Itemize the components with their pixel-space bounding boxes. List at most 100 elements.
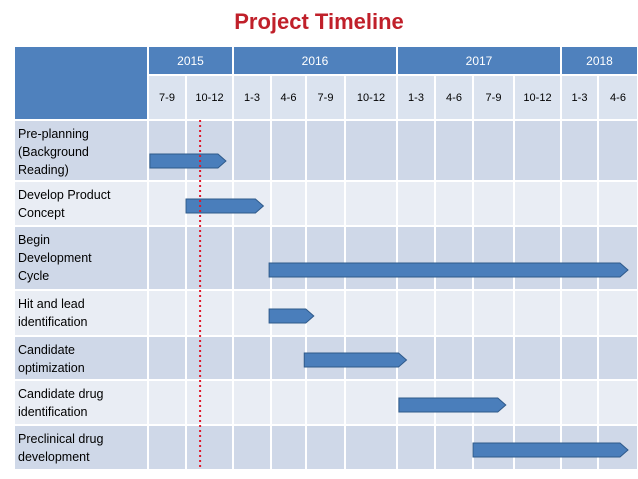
task-label-cell: Develop Product Concept bbox=[14, 181, 148, 226]
timeline-cell bbox=[186, 336, 233, 380]
timeline-cell bbox=[561, 380, 598, 425]
quarter-header: 4-6 bbox=[271, 75, 306, 120]
quarter-header: 4-6 bbox=[435, 75, 473, 120]
timeline-cell bbox=[186, 380, 233, 425]
task-bar bbox=[303, 352, 408, 368]
timeline-cell bbox=[233, 336, 271, 380]
timeline-cell bbox=[271, 226, 306, 290]
task-label-line: optimization bbox=[18, 361, 85, 375]
timeline-cell bbox=[306, 120, 345, 181]
task-label-line: Pre-planning bbox=[18, 127, 89, 141]
task-bar bbox=[268, 308, 315, 324]
header-corner bbox=[14, 46, 148, 120]
timeline-cell bbox=[598, 120, 638, 181]
timeline-cell bbox=[233, 120, 271, 181]
quarter-label: 10-12 bbox=[356, 91, 386, 104]
task-bar bbox=[398, 397, 507, 413]
quarter-label: 10-12 bbox=[195, 91, 224, 104]
timeline-cell bbox=[397, 290, 435, 336]
task-label-line: identification bbox=[18, 315, 88, 329]
timeline-cell bbox=[514, 181, 561, 226]
timeline-cell bbox=[514, 120, 561, 181]
year-label: 2018 bbox=[586, 53, 613, 68]
quarter-label: 1-3 bbox=[244, 91, 260, 104]
task-label-line: Develop Product bbox=[18, 188, 111, 202]
quarter-label: 7-9 bbox=[317, 91, 334, 104]
year-label: 2017 bbox=[465, 53, 493, 68]
task-label-line: Begin bbox=[18, 233, 50, 247]
chart-title: Project Timeline bbox=[234, 9, 404, 34]
year-header: 2015 bbox=[148, 46, 233, 75]
timeline-cell bbox=[271, 380, 306, 425]
quarter-header: 1-3 bbox=[397, 75, 435, 120]
timeline-cell bbox=[186, 226, 233, 290]
timeline-cell bbox=[561, 120, 598, 181]
timeline-cell bbox=[148, 120, 186, 181]
quarter-label: 10-12 bbox=[523, 91, 552, 104]
timeline-cell bbox=[306, 226, 345, 290]
quarter-header: 10-12 bbox=[514, 75, 561, 120]
timeline-cell bbox=[598, 380, 638, 425]
quarter-header: 1-3 bbox=[561, 75, 598, 120]
timeline-cell bbox=[473, 181, 514, 226]
timeline-cell bbox=[271, 425, 306, 470]
year-label: 2016 bbox=[301, 53, 329, 68]
year-label: 2015 bbox=[177, 53, 204, 68]
timeline-cell bbox=[561, 290, 598, 336]
timeline-cell bbox=[397, 181, 435, 226]
task-label-cell: Preclinical drug development bbox=[14, 425, 148, 470]
task-label-cell: Candidate drug identification bbox=[14, 380, 148, 425]
quarter-header: 4-6 bbox=[598, 75, 638, 120]
timeline-cell bbox=[148, 290, 186, 336]
timeline-cell bbox=[345, 120, 397, 181]
task-label-line: Development bbox=[18, 251, 92, 265]
timeline-cell bbox=[233, 380, 271, 425]
timeline-cell bbox=[397, 226, 435, 290]
quarter-label: 4-6 bbox=[280, 91, 297, 104]
timeline-cell bbox=[345, 181, 397, 226]
timeline-cell bbox=[435, 290, 473, 336]
quarter-label: 7-9 bbox=[485, 91, 502, 104]
task-label-cell: Hit and lead identification bbox=[14, 290, 148, 336]
task-label-line: Hit and lead bbox=[18, 297, 85, 311]
timeline-cell bbox=[148, 380, 186, 425]
timeline-cell bbox=[397, 120, 435, 181]
timeline-cell bbox=[345, 380, 397, 425]
timeline-cell bbox=[306, 181, 345, 226]
task-label-line: Concept bbox=[18, 206, 65, 220]
quarter-label: 4-6 bbox=[446, 91, 462, 104]
timeline-cell bbox=[435, 120, 473, 181]
task-label-line: identification bbox=[18, 405, 88, 419]
timeline-cell bbox=[148, 425, 186, 470]
task-label-cell: Candidate optimization bbox=[14, 336, 148, 380]
timeline-cell bbox=[306, 290, 345, 336]
timeline-cell bbox=[271, 120, 306, 181]
timeline-cell bbox=[186, 120, 233, 181]
timeline-cell bbox=[233, 425, 271, 470]
task-label-line: Candidate drug bbox=[18, 387, 104, 401]
timeline-cell bbox=[473, 336, 514, 380]
task-label-line: development bbox=[18, 450, 90, 464]
timeline-cell bbox=[306, 425, 345, 470]
quarter-header: 7-9 bbox=[148, 75, 186, 120]
timeline-cell bbox=[514, 380, 561, 425]
timeline-cell bbox=[271, 181, 306, 226]
timeline-cell bbox=[514, 336, 561, 380]
timeline-cell bbox=[397, 425, 435, 470]
task-label-line: Cycle bbox=[18, 269, 50, 283]
quarter-header: 10-12 bbox=[345, 75, 397, 120]
task-label-line: (Background bbox=[18, 145, 89, 159]
timeline-cell bbox=[435, 181, 473, 226]
timeline-cell bbox=[306, 380, 345, 425]
task-bar bbox=[268, 262, 629, 278]
task-label-cell: Begin Development Cycle bbox=[14, 226, 148, 290]
timeline-cell bbox=[435, 226, 473, 290]
timeline-cell bbox=[473, 120, 514, 181]
quarter-header: 7-9 bbox=[473, 75, 514, 120]
timeline-cell bbox=[598, 226, 638, 290]
quarter-label: 4-6 bbox=[610, 91, 626, 104]
timeline-cell bbox=[148, 181, 186, 226]
timeline-cell bbox=[148, 336, 186, 380]
timeline-cell bbox=[561, 336, 598, 380]
